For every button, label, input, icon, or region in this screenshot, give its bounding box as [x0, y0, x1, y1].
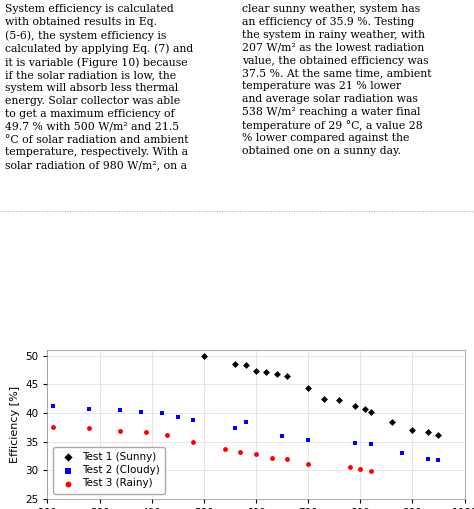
Test 3 (Rainy): [252, 450, 260, 458]
Test 3 (Rainy): [164, 431, 171, 439]
Test 3 (Rainy): [346, 463, 354, 471]
Test 3 (Rainy): [268, 454, 275, 462]
Test 1 (Sunny): [242, 361, 249, 369]
Y-axis label: Efficiency [%]: Efficiency [%]: [9, 386, 19, 463]
Test 2 (Cloudy): [304, 436, 312, 444]
Test 1 (Sunny): [283, 372, 291, 380]
Test 3 (Rainy): [143, 428, 150, 436]
Test 1 (Sunny): [336, 397, 343, 405]
Test 2 (Cloudy): [242, 418, 249, 426]
Test 1 (Sunny): [231, 360, 239, 369]
Test 3 (Rainy): [356, 465, 364, 473]
Test 1 (Sunny): [409, 426, 416, 434]
Test 1 (Sunny): [362, 405, 369, 413]
Test 1 (Sunny): [273, 370, 281, 378]
Test 1 (Sunny): [388, 417, 395, 426]
Test 2 (Cloudy): [190, 416, 197, 425]
Legend: Test 1 (Sunny), Test 2 (Cloudy), Test 3 (Rainy): Test 1 (Sunny), Test 2 (Cloudy), Test 3 …: [53, 447, 165, 494]
Test 2 (Cloudy): [351, 439, 359, 447]
Test 2 (Cloudy): [231, 424, 239, 432]
Test 3 (Rainy): [221, 445, 228, 453]
Test 2 (Cloudy): [49, 402, 56, 410]
Test 3 (Rainy): [49, 422, 56, 431]
Test 2 (Cloudy): [85, 405, 93, 413]
Test 2 (Cloudy): [424, 455, 432, 463]
Test 2 (Cloudy): [278, 432, 286, 440]
Test 2 (Cloudy): [137, 408, 145, 416]
Text: System efficiency is calculated
with obtained results in Eq.
(5-6), the system e: System efficiency is calculated with obt…: [5, 4, 193, 170]
Text: clear sunny weather, system has
an efficiency of 35.9 %. Testing
the system in r: clear sunny weather, system has an effic…: [242, 4, 431, 156]
Test 3 (Rainy): [190, 438, 197, 446]
Test 1 (Sunny): [424, 429, 432, 437]
Test 3 (Rainy): [304, 460, 312, 468]
Test 2 (Cloudy): [158, 409, 166, 417]
Test 1 (Sunny): [263, 367, 270, 376]
Test 1 (Sunny): [367, 408, 374, 416]
Test 1 (Sunny): [304, 384, 312, 392]
Test 2 (Cloudy): [367, 440, 374, 448]
Test 2 (Cloudy): [435, 456, 442, 464]
Test 1 (Sunny): [200, 352, 208, 360]
Test 2 (Cloudy): [117, 406, 124, 414]
Test 1 (Sunny): [435, 431, 442, 439]
Test 2 (Cloudy): [398, 449, 406, 457]
Test 3 (Rainy): [117, 427, 124, 435]
Test 3 (Rainy): [283, 455, 291, 463]
Test 3 (Rainy): [367, 467, 374, 475]
Test 1 (Sunny): [252, 367, 260, 375]
Test 2 (Cloudy): [174, 413, 182, 421]
Test 3 (Rainy): [85, 425, 93, 433]
Test 1 (Sunny): [320, 394, 328, 403]
Test 3 (Rainy): [237, 448, 244, 456]
Test 1 (Sunny): [351, 402, 359, 410]
